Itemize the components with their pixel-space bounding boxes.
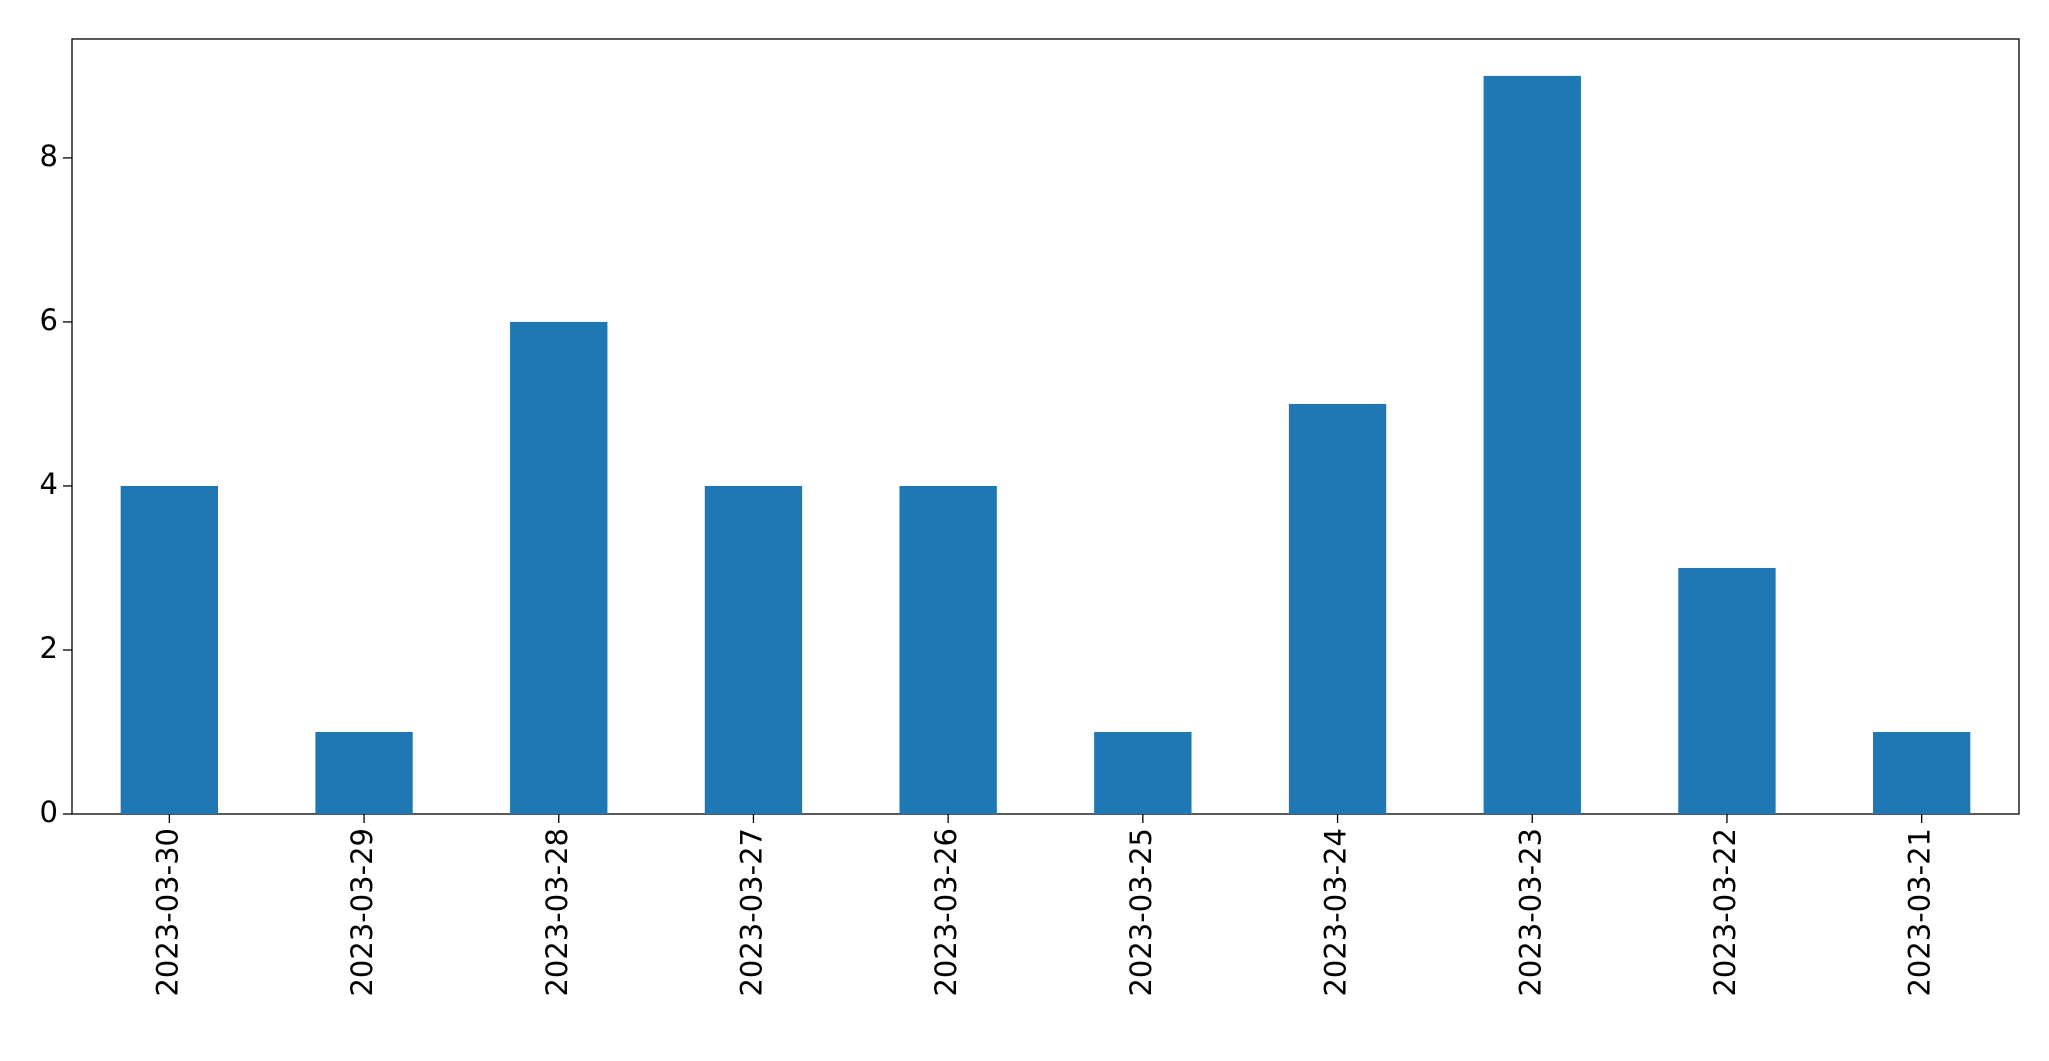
bar [899,485,997,814]
y-tick-label: 0 [40,795,58,829]
bar [510,321,608,814]
x-tick-label: 2023-03-29 [345,828,379,997]
bar [1094,731,1192,814]
y-tick-label: 2 [40,631,58,665]
bar [1872,731,1971,814]
x-tick-label: 2023-03-24 [1319,828,1353,997]
x-tick-label: 2023-03-28 [540,828,574,997]
bar [315,731,413,814]
x-tick-label: 2023-03-25 [1124,828,1158,997]
bar [1678,567,1776,814]
x-tick-label: 2023-03-30 [150,828,184,997]
bar [120,485,219,814]
x-tick-label: 2023-03-23 [1513,828,1547,997]
x-tick-label: 2023-03-26 [929,828,963,997]
y-tick-label: 6 [40,303,58,337]
axes-frame [71,38,2020,815]
bar [1483,75,1581,814]
bar [1288,403,1387,814]
x-tick-label: 2023-03-21 [1903,828,1937,997]
bar [704,485,803,814]
x-tick-label: 2023-03-22 [1708,828,1742,997]
x-tick-label: 2023-03-27 [734,828,768,997]
y-tick-label: 8 [40,139,58,173]
y-tick-label: 4 [40,467,58,501]
